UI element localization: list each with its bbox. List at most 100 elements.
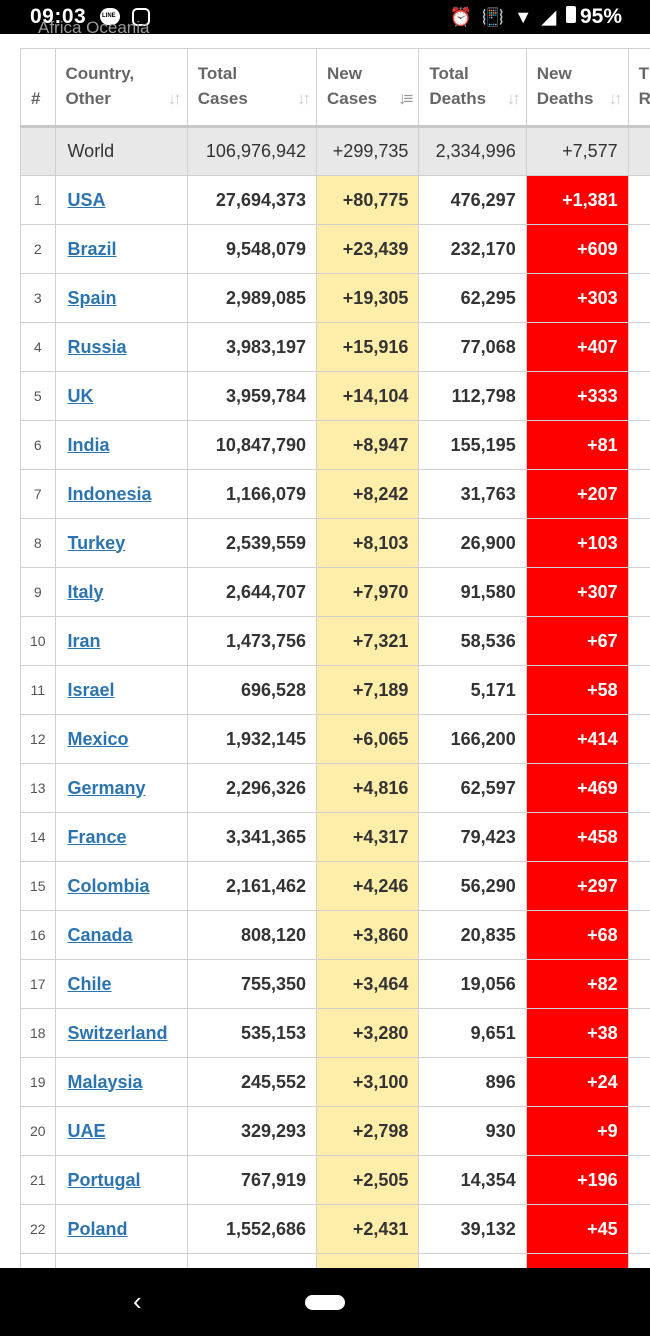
column-header-1[interactable]: Country, Other ↓↑: [54, 48, 188, 127]
country-link[interactable]: Brazil: [67, 238, 117, 259]
column-header-5[interactable]: New Deaths ↓↑: [525, 48, 629, 127]
row-index-cell: 18: [20, 1008, 56, 1058]
country-link[interactable]: Canada: [67, 924, 133, 945]
country-link[interactable]: Colombia: [67, 875, 150, 896]
new-deaths-cell: +24: [525, 1057, 629, 1107]
status-bar: 09:03 ⏰ 📳 ▼ ◢ 95%: [0, 0, 650, 34]
country-link[interactable]: Italy: [67, 581, 104, 602]
new-cases-cell: +8,103: [316, 518, 420, 568]
total-cases-cell: 1,552,686: [186, 1204, 318, 1254]
column-header-label: Cases: [327, 89, 378, 108]
extra-cell-cell: [627, 616, 650, 666]
country-link[interactable]: UAE: [67, 1120, 106, 1141]
row-index-cell: 14: [20, 812, 56, 862]
column-header-label: New: [327, 64, 362, 83]
country-link[interactable]: Malaysia: [67, 1071, 143, 1092]
country-link[interactable]: Spain: [67, 287, 117, 308]
status-time: 09:03: [30, 5, 87, 28]
total-cases-cell: 10,847,790: [186, 420, 318, 470]
total-deaths-cell: 19,056: [418, 959, 527, 1009]
extra-cell-cell: [627, 567, 650, 617]
country-link[interactable]: Russia: [67, 336, 127, 357]
column-header-0[interactable]: #: [20, 48, 56, 127]
sort-icon[interactable]: ↓↑: [167, 89, 182, 108]
country-link[interactable]: UK: [67, 385, 94, 406]
total-cases-cell: 808,120: [186, 910, 318, 960]
new-cases-cell: +8,947: [316, 420, 420, 470]
home-button[interactable]: [305, 1295, 345, 1310]
column-header-label: Other: [65, 89, 111, 108]
sort-icon[interactable]: ↓↑: [506, 89, 521, 108]
new-cases-cell: +2,505: [316, 1155, 420, 1205]
country-link[interactable]: USA: [67, 189, 106, 210]
row-index-cell: 21: [20, 1155, 56, 1205]
country-link[interactable]: Poland: [67, 1218, 128, 1239]
new-cases-cell: +3,280: [316, 1008, 420, 1058]
country-link[interactable]: Germany: [67, 777, 146, 798]
world-new-deaths: +7,577: [525, 125, 629, 176]
country-link[interactable]: Turkey: [67, 532, 126, 553]
total-deaths-cell: 56,290: [418, 861, 527, 911]
back-icon[interactable]: ‹: [133, 1286, 142, 1316]
country-link[interactable]: Portugal: [67, 1169, 141, 1190]
table-header-row: # Country, Other ↓↑ Total Cases ↓↑ New Cases ↓≡ To…: [20, 48, 650, 127]
total-deaths-cell: 77,068: [418, 322, 527, 372]
table-row: 22 Poland 1,552,686 +2,431 39,132 +45: [20, 1204, 650, 1254]
total-cases-cell: 2,539,559: [186, 518, 318, 568]
table-row: 10 Iran 1,473,756 +7,321 58,536 +67: [20, 616, 650, 666]
table-row: 3 Spain 2,989,085 +19,305 62,295 +303: [20, 273, 650, 323]
sort-icon[interactable]: ↓↑: [608, 89, 623, 108]
total-deaths-cell: 155,195: [418, 420, 527, 470]
new-deaths-cell: +196: [525, 1155, 629, 1205]
country-link[interactable]: India: [67, 434, 110, 455]
country-link-cell: Canada: [54, 910, 188, 960]
table-row: 13 Germany 2,296,326 +4,816 62,597 +469: [20, 763, 650, 813]
region-tabs-partial[interactable]: Africa Oceania: [38, 18, 150, 37]
country-link[interactable]: Israel: [67, 679, 115, 700]
new-deaths-cell: +307: [525, 567, 629, 617]
battery-icon: [565, 6, 576, 23]
column-header-label: T: [638, 64, 650, 83]
country-link[interactable]: France: [67, 826, 127, 847]
sort-icon[interactable]: ↓≡: [397, 89, 414, 108]
country-link[interactable]: Switzerland: [67, 1022, 168, 1043]
new-deaths-cell: +38: [525, 1008, 629, 1058]
world-row: World 106,976,942 +299,735 2,334,996 +7,…: [20, 125, 650, 176]
total-deaths-cell: 9,651: [418, 1008, 527, 1058]
new-cases-cell: +2,798: [316, 1106, 420, 1156]
country-link-cell: UAE: [54, 1106, 188, 1156]
total-deaths-cell: 20,835: [418, 910, 527, 960]
new-deaths-cell: +103: [525, 518, 629, 568]
country-link-cell: Spain: [54, 273, 188, 323]
new-cases-cell: +4,317: [316, 812, 420, 862]
country-link-cell: Portugal: [54, 1155, 188, 1205]
row-index-cell: 16: [20, 910, 56, 960]
total-deaths-cell: 166,200: [418, 714, 527, 764]
row-index-cell: 3: [20, 273, 56, 323]
country-link[interactable]: Mexico: [67, 728, 129, 749]
world-total-cases: 106,976,942: [186, 125, 318, 176]
column-header-4[interactable]: Total Deaths ↓↑: [418, 48, 527, 127]
new-deaths-cell: +609: [525, 224, 629, 274]
covid-table-container[interactable]: # Country, Other ↓↑ Total Cases ↓↑ New Cases ↓≡ To…: [20, 48, 650, 1303]
row-index-cell: 17: [20, 959, 56, 1009]
sort-icon[interactable]: ↓↑: [297, 89, 311, 108]
new-deaths-cell: +303: [525, 273, 629, 323]
column-header-2[interactable]: Total Cases ↓↑: [186, 48, 318, 127]
row-index-cell: 9: [20, 567, 56, 617]
total-cases-cell: 2,989,085: [186, 273, 318, 323]
table-row: 16 Canada 808,120 +3,860 20,835 +68: [20, 910, 650, 960]
new-deaths-cell: +333: [525, 371, 629, 421]
country-link[interactable]: Indonesia: [67, 483, 152, 504]
country-link[interactable]: Iran: [67, 630, 101, 651]
new-deaths-cell: +458: [525, 812, 629, 862]
column-header-3[interactable]: New Cases ↓≡: [316, 48, 420, 127]
row-index-cell: 11: [20, 665, 56, 715]
total-deaths-cell: 62,295: [418, 273, 527, 323]
extra-cell-cell: [627, 469, 650, 519]
country-link[interactable]: Chile: [67, 973, 112, 994]
column-header-label: Deaths: [429, 89, 487, 108]
extra-cell-cell: [627, 175, 650, 225]
extra-cell-cell: [627, 812, 650, 862]
